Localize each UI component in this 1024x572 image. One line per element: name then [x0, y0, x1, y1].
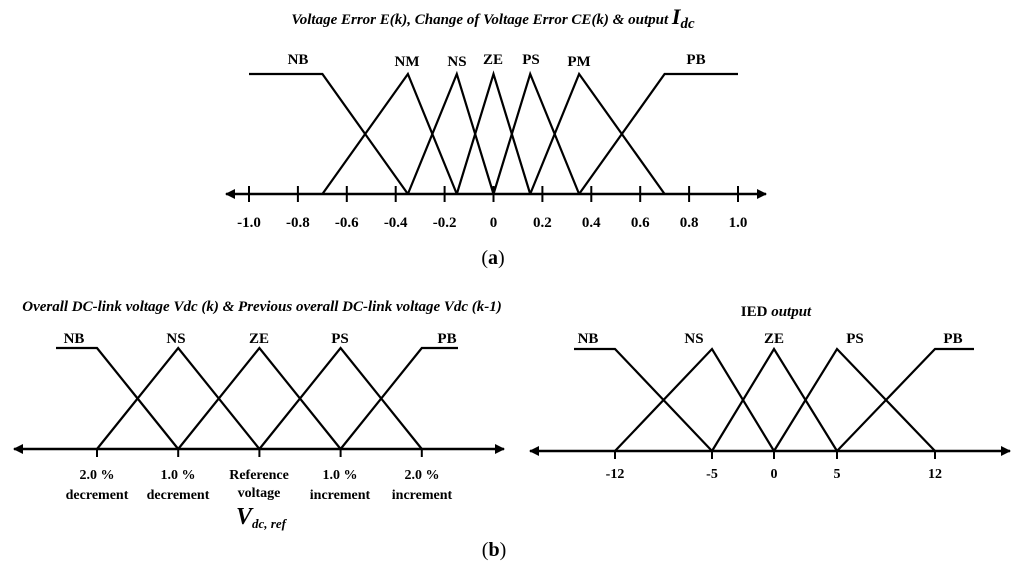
membership-curve-ns — [96, 346, 261, 450]
membership-curve-ze — [177, 346, 342, 450]
tick-label-line2: voltage — [238, 486, 281, 501]
panel-b-right-title: IED output — [741, 304, 812, 320]
membership-curve-ns — [406, 70, 495, 195]
membership-curve-ps — [773, 347, 936, 452]
panel-b-left-ticks — [96, 449, 423, 457]
membership-curve-ns — [614, 347, 775, 452]
tick-label-line2: decrement — [147, 488, 210, 503]
panel-a-membership-curves — [249, 70, 738, 195]
membership-curve-ps — [492, 70, 581, 195]
set-label-pb: PB — [686, 52, 705, 68]
tick-label-line2: increment — [392, 488, 453, 503]
tick-label: 12 — [928, 467, 942, 482]
tick-label: 1.0 — [729, 215, 748, 231]
membership-curve-pb — [578, 72, 738, 195]
reference-voltage-symbol: Vdc, ref — [236, 504, 288, 531]
set-label-ns: NS — [684, 331, 703, 347]
membership-curve-ze — [455, 70, 532, 195]
tick-label: 0.4 — [582, 215, 601, 231]
tick-label: 5 — [834, 467, 841, 482]
membership-curve-ze — [711, 346, 838, 452]
tick-label-line1: 2.0 % — [80, 468, 115, 483]
tick-label: 0.2 — [533, 215, 552, 231]
set-label-nb: NB — [578, 331, 599, 347]
panel-b-right-membership-curves — [574, 346, 974, 452]
set-label-ze: ZE — [764, 331, 784, 347]
membership-curve-nb — [249, 72, 409, 195]
set-label-ps: PS — [522, 52, 540, 68]
membership-curve-pb — [339, 346, 458, 450]
tick-label: 0.6 — [631, 215, 650, 231]
tick-label: 0 — [771, 467, 778, 482]
set-label-ze: ZE — [249, 331, 269, 347]
set-label-nm: NM — [395, 54, 420, 70]
membership-curve-nb — [56, 346, 180, 450]
set-label-ps: PS — [331, 331, 349, 347]
membership-curve-nm — [321, 71, 458, 195]
set-label-pm: PM — [567, 54, 590, 70]
membership-curve-ps — [258, 346, 423, 450]
caption-a: (a) — [481, 247, 504, 269]
tick-label-line1: 1.0 % — [161, 468, 196, 483]
tick-label-line2: decrement — [66, 488, 129, 503]
panel-b-left: Overall DC-link voltage Vdc (k) & Previo… — [13, 299, 505, 531]
set-label-ns: NS — [447, 54, 466, 70]
membership-curve-nb — [574, 347, 713, 452]
caption-b: (b) — [482, 539, 506, 561]
tick-label: 0 — [490, 215, 498, 231]
set-label-ns: NS — [166, 331, 185, 347]
set-label-nb: NB — [288, 52, 309, 68]
tick-label-line1: Reference — [229, 468, 289, 483]
tick-label-line2: increment — [310, 488, 371, 503]
tick-label: -5 — [706, 467, 718, 482]
panel-a: Voltage Error E(k), Change of Voltage Er… — [225, 4, 767, 269]
set-label-ps: PS — [846, 331, 864, 347]
panel-b-right-ticks: -12 -5 0 5 12 — [606, 451, 942, 482]
tick-label: -0.8 — [286, 215, 310, 231]
tick-label-line1: 1.0 % — [323, 468, 358, 483]
panel-b-left-membership-curves — [56, 346, 458, 450]
set-label-pb: PB — [943, 331, 962, 347]
membership-curve-pb — [836, 347, 974, 452]
membership-curve-pm — [529, 71, 666, 195]
tick-label: -0.6 — [335, 215, 359, 231]
panel-b-left-title: Overall DC-link voltage Vdc (k) & Previo… — [22, 299, 502, 315]
tick-label: 0.8 — [680, 215, 699, 231]
set-label-pb: PB — [437, 331, 456, 347]
set-label-ze: ZE — [483, 52, 503, 68]
tick-label: -0.4 — [384, 215, 408, 231]
tick-label-line1: 2.0 % — [405, 468, 440, 483]
tick-label: -0.2 — [433, 215, 457, 231]
tick-label: -1.0 — [237, 215, 261, 231]
tick-label: -12 — [606, 467, 625, 482]
set-label-nb: NB — [64, 331, 85, 347]
panel-a-ticks: -1.0 -0.8 -0.6 -0.4 -0.2 0 0.2 0.4 0.6 0.8 1.0 — [237, 186, 747, 231]
panel-a-title: Voltage Error E(k), Change of Voltage Er… — [291, 4, 695, 32]
panel-b-right: IED output -12 -5 0 5 12 NB NS ZE PS PB — [529, 304, 1011, 482]
